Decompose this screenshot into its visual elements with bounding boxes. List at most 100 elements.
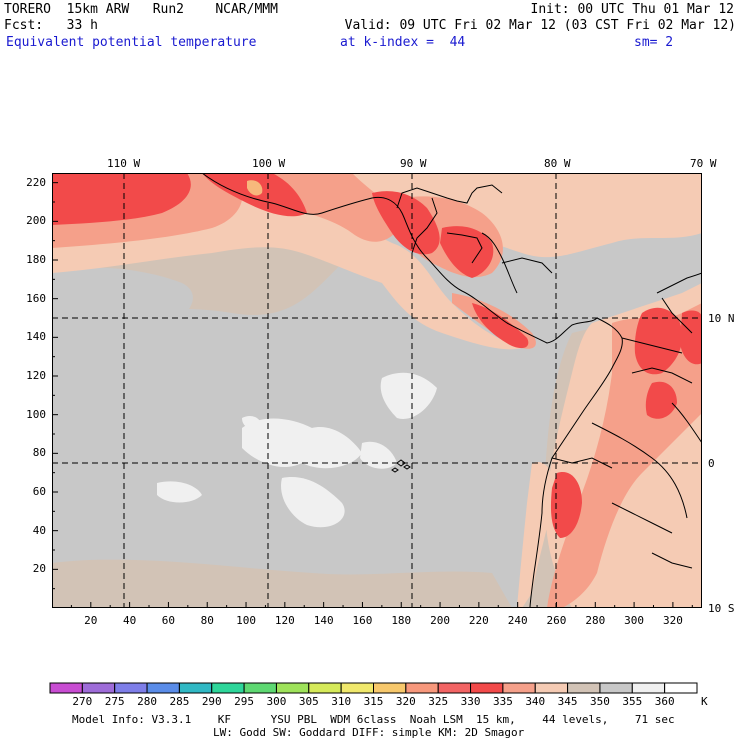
colorbar-swatch bbox=[114, 682, 148, 694]
y-tick-label: 20 bbox=[32, 562, 46, 576]
colorbar-label: 305 bbox=[299, 695, 319, 708]
colorbar-swatch bbox=[146, 682, 180, 694]
lat-label-10s: 10 S bbox=[708, 602, 735, 615]
region-white-5 bbox=[360, 441, 397, 469]
x-tick-label: 140 bbox=[313, 614, 334, 627]
region-peach-coast bbox=[517, 462, 554, 608]
colorbar-label: 320 bbox=[396, 695, 416, 708]
x-tick-label: 160 bbox=[352, 614, 373, 627]
lat-label-0: 0 bbox=[708, 457, 715, 470]
colorbar-swatch bbox=[373, 682, 407, 694]
region-red-venezuela bbox=[680, 310, 702, 365]
latlon-grid bbox=[52, 173, 702, 608]
colorbar-swatch bbox=[49, 682, 83, 694]
colorbar-swatch bbox=[437, 682, 472, 694]
colorbar-label: 355 bbox=[622, 695, 642, 708]
colorbar-label: 280 bbox=[137, 695, 157, 708]
colorbar-swatch bbox=[81, 682, 116, 694]
header-valid-time: Valid: 09 UTC Fri 02 Mar 12 (03 CST Fri … bbox=[344, 18, 736, 33]
region-gray-west bbox=[52, 267, 193, 333]
y-tick-label: 160 bbox=[26, 291, 46, 305]
lon-label-90w: 90 W bbox=[400, 157, 427, 170]
x-tick-label: 120 bbox=[274, 614, 295, 627]
colorbar-swatch bbox=[534, 682, 569, 694]
x-tick-label: 300 bbox=[624, 614, 645, 627]
x-tick-label: 20 bbox=[84, 614, 98, 627]
x-tick-label: 260 bbox=[546, 614, 567, 627]
x-tick-label: 100 bbox=[236, 614, 256, 627]
y-tick-label: 60 bbox=[32, 485, 46, 498]
axis-ticks bbox=[52, 182, 693, 608]
region-white-3 bbox=[157, 481, 202, 503]
colorbar-swatch bbox=[599, 682, 633, 694]
header-init-time: Init: 00 UTC Thu 01 Mar 12 bbox=[530, 2, 735, 17]
x-tick-label: 40 bbox=[122, 614, 137, 627]
colorbar-swatch bbox=[502, 682, 536, 694]
colorbar-swatch bbox=[664, 682, 698, 694]
theta-e-map bbox=[52, 173, 702, 608]
colorbar-label: 325 bbox=[428, 695, 448, 708]
region-red-andes bbox=[550, 472, 582, 538]
region-red-amazon bbox=[645, 381, 677, 419]
colorbar-swatch bbox=[243, 682, 277, 694]
colorbar-swatch bbox=[340, 682, 374, 694]
colorbar-swatch bbox=[211, 682, 245, 694]
x-tick-label: 280 bbox=[585, 614, 606, 627]
region-red-costarica bbox=[472, 303, 529, 349]
region-salmon-andes bbox=[547, 303, 702, 608]
colorbar-label: 290 bbox=[202, 695, 222, 708]
lon-label-80w: 80 W bbox=[544, 157, 571, 170]
header-forecast-hour: Fcst: 33 h bbox=[4, 18, 98, 33]
colorbar-swatch bbox=[308, 682, 342, 694]
x-tick-label: 220 bbox=[468, 614, 489, 627]
colorbar-swatch bbox=[178, 682, 213, 694]
colorbar-label: 360 bbox=[655, 695, 675, 708]
lon-label-70w: 70 W bbox=[690, 157, 717, 170]
lon-label-110w: 110 W bbox=[107, 157, 141, 170]
colorbar-swatch bbox=[631, 682, 666, 694]
field-name: Equivalent potential temperature bbox=[6, 35, 257, 50]
colorbar-swatch bbox=[275, 682, 310, 694]
smoothing-label: sm= 2 bbox=[634, 35, 674, 50]
physics-info-line: LW: Godd SW: Goddard DIFF: simple KM: 2D… bbox=[213, 726, 525, 739]
colorbar-label: 315 bbox=[364, 695, 384, 708]
region-white-4 bbox=[380, 372, 437, 419]
coastlines bbox=[201, 173, 702, 608]
map-frame bbox=[52, 173, 702, 608]
lat-label-10n: 10 N bbox=[708, 312, 735, 325]
x-tick-label: 80 bbox=[200, 614, 214, 627]
model-info-line: Model Info: V3.3.1 KF YSU PBL WDM 6class… bbox=[72, 713, 675, 726]
colorbar-unit: K bbox=[701, 695, 708, 708]
y-tick-label: 80 bbox=[32, 446, 46, 460]
colorbar-label: 340 bbox=[525, 695, 545, 708]
y-tick-label: 140 bbox=[26, 330, 46, 344]
y-tick-label: 220 bbox=[26, 175, 46, 189]
header-title: TORERO 15km ARW Run2 NCAR/MMM bbox=[4, 2, 278, 17]
colorbar-swatch bbox=[470, 682, 504, 694]
level-label: at k-index = 44 bbox=[340, 35, 466, 50]
colorbar-label: 335 bbox=[493, 695, 513, 708]
colorbar-label: 330 bbox=[461, 695, 481, 708]
y-tick-label: 180 bbox=[26, 253, 46, 266]
region-red-colombia bbox=[634, 307, 683, 375]
lon-label-100w: 100 W bbox=[252, 157, 286, 170]
y-tick-label: 200 bbox=[26, 214, 46, 228]
x-tick-label: 200 bbox=[430, 614, 450, 627]
y-tick-label: 120 bbox=[26, 369, 46, 382]
y-tick-label: 40 bbox=[32, 523, 46, 537]
region-white-2 bbox=[281, 477, 345, 528]
colorbar-swatch bbox=[405, 682, 439, 694]
colorbar-label: 275 bbox=[105, 695, 125, 708]
colorbar-label: 350 bbox=[590, 695, 610, 708]
colorbar-label: 310 bbox=[331, 695, 351, 708]
colorbar-label: 300 bbox=[267, 695, 287, 708]
region-red-nw bbox=[52, 173, 191, 225]
colorbar-label: 270 bbox=[72, 695, 92, 708]
region-white-6 bbox=[242, 416, 262, 430]
x-tick-label: 60 bbox=[161, 614, 176, 627]
region-red-honduras bbox=[440, 226, 494, 278]
colorbar-label: 345 bbox=[558, 695, 578, 708]
x-tick-label: 320 bbox=[662, 614, 683, 627]
region-tan-band bbox=[52, 559, 512, 608]
colorbar-swatch bbox=[567, 682, 601, 694]
